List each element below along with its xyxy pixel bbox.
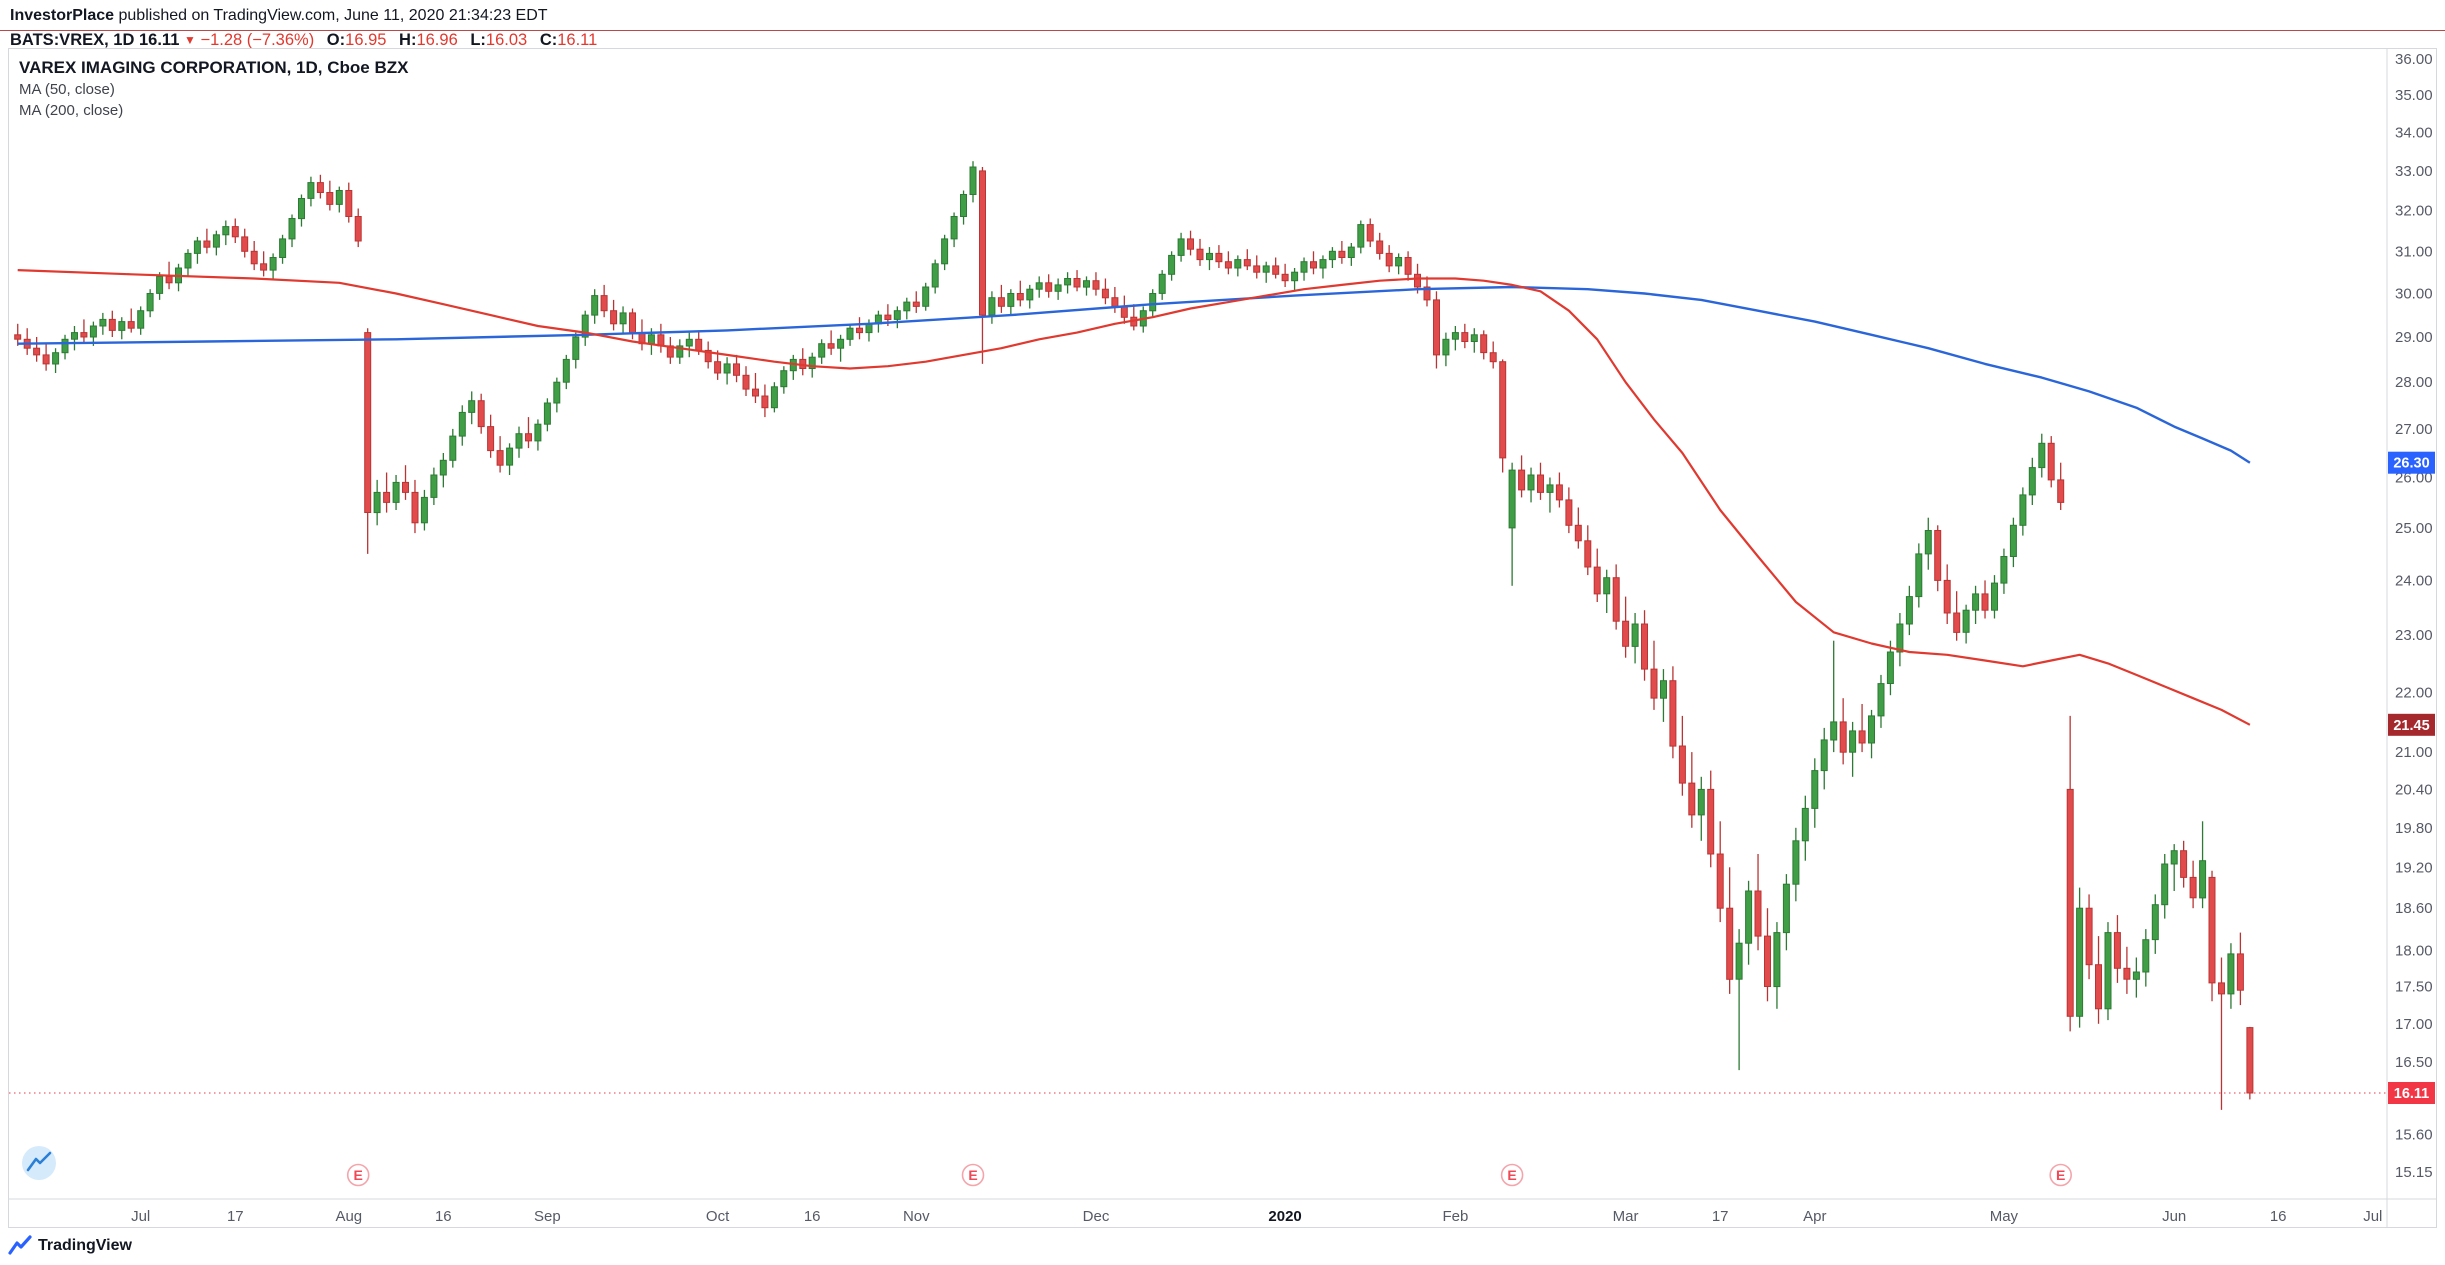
last-price: 16.11 — [138, 31, 180, 49]
svg-text:17.00: 17.00 — [2395, 1016, 2433, 1033]
svg-text:Oct: Oct — [706, 1208, 730, 1225]
svg-text:24.00: 24.00 — [2395, 572, 2433, 589]
svg-text:26.30: 26.30 — [2393, 456, 2429, 472]
svg-text:16: 16 — [2270, 1208, 2287, 1225]
publisher-name: InvestorPlace — [10, 7, 115, 24]
ohlc-high: H:16.96 — [399, 31, 458, 49]
ma50-line — [17, 269, 2251, 726]
svg-text:36.00: 36.00 — [2395, 51, 2433, 68]
svg-text:19.80: 19.80 — [2395, 820, 2433, 837]
svg-text:15.15: 15.15 — [2395, 1164, 2433, 1181]
svg-text:Mar: Mar — [1613, 1208, 1639, 1225]
svg-text:29.00: 29.00 — [2395, 329, 2433, 346]
svg-text:30.00: 30.00 — [2395, 286, 2433, 303]
ma200-line — [17, 285, 2251, 464]
svg-text:E: E — [968, 1167, 977, 1183]
svg-text:22.00: 22.00 — [2395, 684, 2433, 701]
svg-text:Apr: Apr — [1803, 1208, 1826, 1225]
ma50-layer — [17, 269, 2251, 726]
svg-text:16: 16 — [804, 1208, 821, 1225]
svg-text:18.00: 18.00 — [2395, 942, 2433, 959]
svg-text:20.40: 20.40 — [2395, 781, 2433, 798]
ma200-layer — [17, 285, 2251, 464]
svg-text:23.00: 23.00 — [2395, 627, 2433, 644]
svg-text:Sep: Sep — [534, 1208, 561, 1225]
ohlc-close: C:16.11 — [539, 31, 598, 49]
svg-text:Jun: Jun — [2162, 1208, 2186, 1225]
svg-text:17.50: 17.50 — [2395, 979, 2433, 996]
svg-text:Jul: Jul — [131, 1208, 150, 1225]
svg-text:34.00: 34.00 — [2395, 125, 2433, 142]
svg-text:18.60: 18.60 — [2395, 900, 2433, 917]
ohlc-open: O:16.95 — [326, 31, 387, 49]
attribution-line: InvestorPlace published on TradingView.c… — [0, 0, 2445, 31]
candlestick-chart: 36.00 35.00 34.00 33.00 32.00 31.00 30.00 29.00… — [9, 49, 2436, 1227]
svg-text:21.00: 21.00 — [2395, 744, 2433, 761]
down-arrow-icon: ▼ — [183, 33, 196, 47]
svg-text:Dec: Dec — [1083, 1208, 1110, 1225]
svg-text:16.11: 16.11 — [2394, 1086, 2430, 1102]
candles-layer — [14, 161, 2254, 1110]
ohlc-low: L:16.03 — [470, 31, 528, 49]
svg-text:35.00: 35.00 — [2395, 87, 2433, 104]
time-axis: Jul 17 Aug 16 Sep Oct 16 Nov Dec 2020 Feb Mar 17 Apr M… — [9, 1198, 2436, 1225]
svg-text:16.50: 16.50 — [2395, 1054, 2433, 1071]
svg-text:27.00: 27.00 — [2395, 421, 2433, 438]
svg-text:17: 17 — [227, 1208, 244, 1225]
svg-text:2020: 2020 — [1268, 1208, 1301, 1225]
svg-text:E: E — [354, 1167, 363, 1183]
svg-text:E: E — [1507, 1167, 1516, 1183]
svg-text:21.45: 21.45 — [2393, 718, 2429, 734]
tv-watermark-logo — [22, 1146, 56, 1180]
svg-text:28.00: 28.00 — [2395, 374, 2433, 391]
svg-text:25.00: 25.00 — [2395, 520, 2433, 537]
symbol-status-line: BATS:VREX, 1D 16.11 ▼ −1.28 (−7.36%) O:1… — [10, 31, 597, 50]
price-axis: 36.00 35.00 34.00 33.00 32.00 31.00 30.00 29.00… — [2386, 49, 2433, 1227]
svg-text:Feb: Feb — [1442, 1208, 1468, 1225]
attribution-text: published on TradingView.com, June 11, 2… — [114, 7, 548, 24]
svg-text:Jul: Jul — [2363, 1208, 2382, 1225]
svg-text:17: 17 — [1712, 1208, 1729, 1225]
svg-text:Nov: Nov — [903, 1208, 930, 1225]
svg-text:26.00: 26.00 — [2395, 470, 2433, 487]
svg-text:19.20: 19.20 — [2395, 859, 2433, 876]
chart-area: 36.00 35.00 34.00 33.00 32.00 31.00 30.00 29.00… — [8, 48, 2437, 1228]
footer-brand: TradingView — [8, 1234, 132, 1258]
symbol-interval: BATS:VREX, 1D — [10, 31, 135, 49]
price-tags: 26.30 21.45 16.11 — [2388, 451, 2435, 1104]
footer-brand-label: TradingView — [38, 1237, 132, 1254]
tradingview-logo-icon — [8, 1235, 32, 1255]
svg-text:May: May — [1990, 1208, 2019, 1225]
svg-text:31.00: 31.00 — [2395, 243, 2433, 260]
svg-text:15.60: 15.60 — [2395, 1126, 2433, 1143]
svg-text:33.00: 33.00 — [2395, 163, 2433, 180]
svg-text:E: E — [2056, 1167, 2065, 1183]
price-change: −1.28 (−7.36%) — [200, 31, 315, 49]
svg-text:32.00: 32.00 — [2395, 203, 2433, 220]
svg-text:16: 16 — [435, 1208, 452, 1225]
svg-text:Aug: Aug — [335, 1208, 362, 1225]
